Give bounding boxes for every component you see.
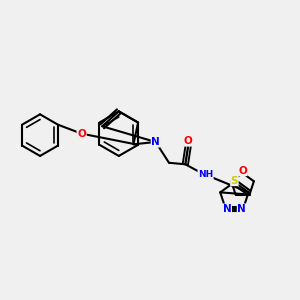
Text: NH: NH [198, 170, 213, 179]
Text: O: O [184, 136, 193, 146]
Text: N: N [223, 204, 232, 214]
Text: N: N [151, 137, 160, 147]
Text: O: O [77, 129, 86, 139]
Text: O: O [77, 129, 86, 139]
Text: S: S [231, 176, 238, 186]
Text: O: O [238, 166, 247, 176]
Text: N: N [237, 204, 246, 214]
